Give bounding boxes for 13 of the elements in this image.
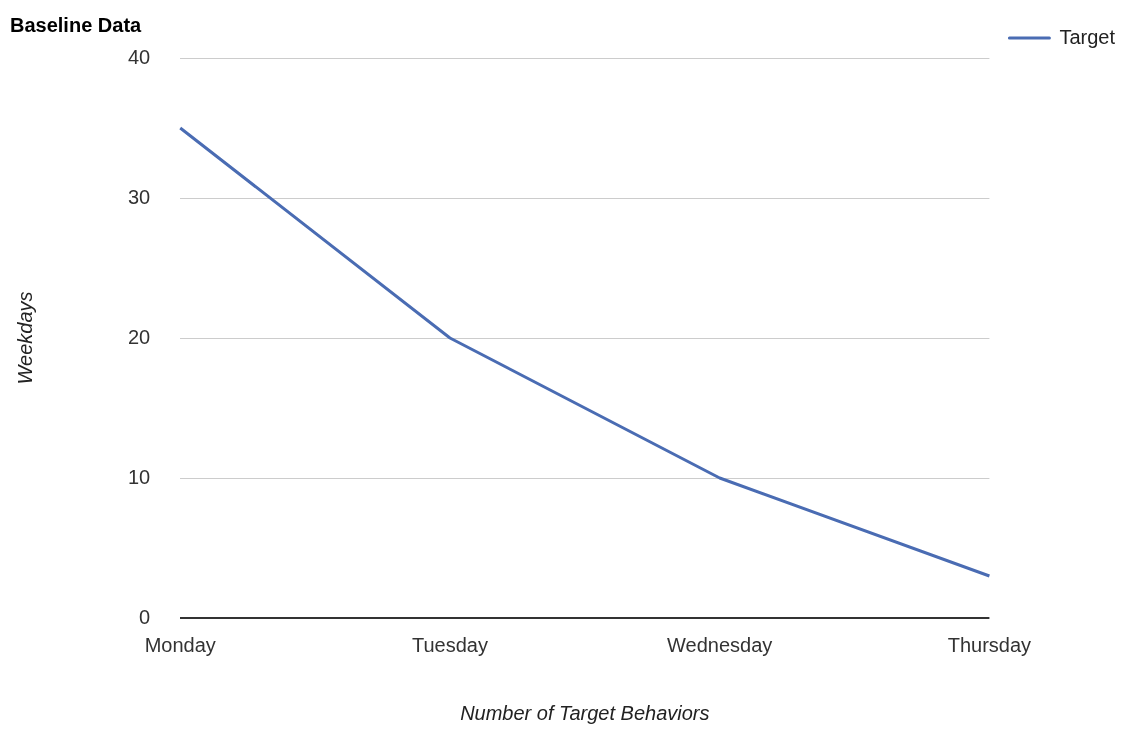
x-tick-label: Monday	[144, 633, 216, 656]
x-tick-label: Thursday	[947, 633, 1032, 656]
y-tick-label: 30	[128, 185, 151, 208]
x-tick-label: Tuesday	[411, 633, 488, 656]
x-tick-label: Wednesday	[667, 633, 773, 656]
y-axis-title: Weekdays	[13, 291, 36, 385]
y-tick-label: 10	[128, 465, 151, 488]
x-axis-title: Number of Target Behaviors	[460, 701, 710, 724]
chart-title: Baseline Data	[10, 13, 143, 36]
legend-label: Target	[1059, 25, 1116, 48]
y-tick-label: 0	[139, 605, 151, 628]
y-tick-label: 40	[128, 45, 151, 68]
y-tick-label: 20	[128, 325, 151, 348]
